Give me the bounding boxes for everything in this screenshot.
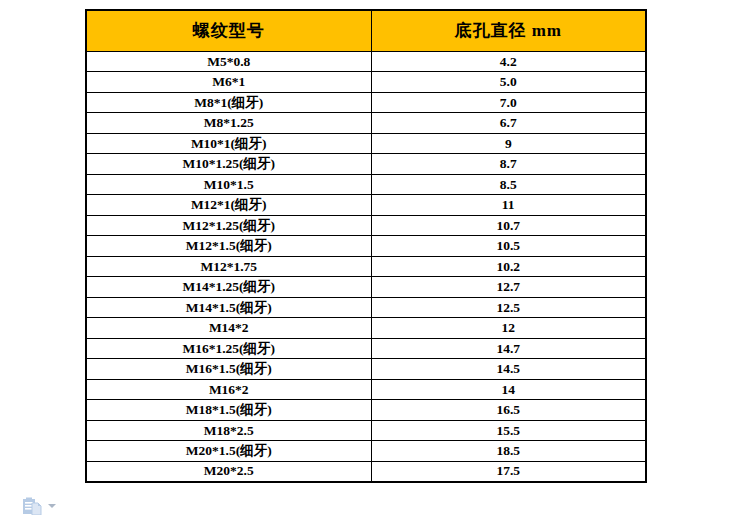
thread-model-cell[interactable]: M20*1.5(细牙) xyxy=(86,441,371,462)
hole-diameter-cell[interactable]: 14.5 xyxy=(371,359,646,380)
table-row: M10*1(细牙)9 xyxy=(86,133,646,154)
table-body: M5*0.84.2M6*15.0M8*1(细牙)7.0M8*1.256.7M10… xyxy=(86,51,646,482)
hole-diameter-cell[interactable]: 10.5 xyxy=(371,236,646,257)
thread-model-cell[interactable]: M14*1.5(细牙) xyxy=(86,297,371,318)
table-row: M14*212 xyxy=(86,318,646,339)
hole-diameter-cell[interactable]: 7.0 xyxy=(371,92,646,113)
thread-model-cell[interactable]: M6*1 xyxy=(86,72,371,93)
table-row: M12*1.5(细牙)10.5 xyxy=(86,236,646,257)
thread-model-cell[interactable]: M8*1.25 xyxy=(86,113,371,134)
table-row: M18*2.515.5 xyxy=(86,420,646,441)
hole-diameter-cell[interactable]: 16.5 xyxy=(371,400,646,421)
hole-diameter-cell[interactable]: 9 xyxy=(371,133,646,154)
hole-diameter-cell[interactable]: 12 xyxy=(371,318,646,339)
thread-model-cell[interactable]: M12*1(细牙) xyxy=(86,195,371,216)
table-row: M12*1.25(细牙)10.7 xyxy=(86,215,646,236)
table-row: M14*1.5(细牙)12.5 xyxy=(86,297,646,318)
table-row: M10*1.58.5 xyxy=(86,174,646,195)
hole-diameter-cell[interactable]: 6.7 xyxy=(371,113,646,134)
table-row: M8*1.256.7 xyxy=(86,113,646,134)
thread-model-cell[interactable]: M18*2.5 xyxy=(86,420,371,441)
hole-diameter-cell[interactable]: 10.7 xyxy=(371,215,646,236)
hole-diameter-cell[interactable]: 12.5 xyxy=(371,297,646,318)
hole-diameter-cell[interactable]: 17.5 xyxy=(371,461,646,482)
document-page: 螺纹型号 底孔直径 mm M5*0.84.2M6*15.0M8*1(细牙)7.0… xyxy=(0,0,750,515)
clipboard-paste-icon xyxy=(22,497,42,515)
hole-diameter-cell[interactable]: 14 xyxy=(371,379,646,400)
thread-model-cell[interactable]: M14*1.25(细牙) xyxy=(86,277,371,298)
table-row: M20*1.5(细牙)18.5 xyxy=(86,441,646,462)
hole-diameter-cell[interactable]: 14.7 xyxy=(371,338,646,359)
thread-model-cell[interactable]: M16*1.25(细牙) xyxy=(86,338,371,359)
table-row: M18*1.5(细牙)16.5 xyxy=(86,400,646,421)
thread-model-cell[interactable]: M16*2 xyxy=(86,379,371,400)
hole-diameter-cell[interactable]: 15.5 xyxy=(371,420,646,441)
thread-model-cell[interactable]: M12*1.25(细牙) xyxy=(86,215,371,236)
table-header-row: 螺纹型号 底孔直径 mm xyxy=(86,10,646,51)
table-row: M16*1.5(细牙)14.5 xyxy=(86,359,646,380)
table-row: M12*1(细牙)11 xyxy=(86,195,646,216)
thread-model-cell[interactable]: M20*2.5 xyxy=(86,461,371,482)
thread-model-cell[interactable]: M10*1.5 xyxy=(86,174,371,195)
table-row: M16*1.25(细牙)14.7 xyxy=(86,338,646,359)
thread-model-cell[interactable]: M18*1.5(细牙) xyxy=(86,400,371,421)
thread-model-cell[interactable]: M8*1(细牙) xyxy=(86,92,371,113)
table-row: M14*1.25(细牙)12.7 xyxy=(86,277,646,298)
hole-diameter-cell[interactable]: 8.7 xyxy=(371,154,646,175)
table-row: M6*15.0 xyxy=(86,72,646,93)
header-hole-diameter[interactable]: 底孔直径 mm xyxy=(371,10,646,51)
thread-model-cell[interactable]: M16*1.5(细牙) xyxy=(86,359,371,380)
table-row: M12*1.7510.2 xyxy=(86,256,646,277)
thread-model-cell[interactable]: M12*1.5(细牙) xyxy=(86,236,371,257)
hole-diameter-cell[interactable]: 5.0 xyxy=(371,72,646,93)
thread-model-cell[interactable]: M10*1(细牙) xyxy=(86,133,371,154)
thread-model-cell[interactable]: M10*1.25(细牙) xyxy=(86,154,371,175)
table-row: M20*2.517.5 xyxy=(86,461,646,482)
hole-diameter-cell[interactable]: 4.2 xyxy=(371,51,646,72)
hole-diameter-cell[interactable]: 12.7 xyxy=(371,277,646,298)
thread-model-cell[interactable]: M14*2 xyxy=(86,318,371,339)
table-row: M10*1.25(细牙)8.7 xyxy=(86,154,646,175)
thread-tap-drill-table: 螺纹型号 底孔直径 mm M5*0.84.2M6*15.0M8*1(细牙)7.0… xyxy=(85,9,647,483)
hole-diameter-cell[interactable]: 10.2 xyxy=(371,256,646,277)
paste-options-button[interactable] xyxy=(22,497,64,515)
thread-model-cell[interactable]: M12*1.75 xyxy=(86,256,371,277)
hole-diameter-cell[interactable]: 8.5 xyxy=(371,174,646,195)
table-row: M16*214 xyxy=(86,379,646,400)
hole-diameter-cell[interactable]: 18.5 xyxy=(371,441,646,462)
header-thread-model[interactable]: 螺纹型号 xyxy=(86,10,371,51)
table-row: M5*0.84.2 xyxy=(86,51,646,72)
table-row: M8*1(细牙)7.0 xyxy=(86,92,646,113)
chevron-down-icon[interactable] xyxy=(48,504,56,508)
hole-diameter-cell[interactable]: 11 xyxy=(371,195,646,216)
thread-model-cell[interactable]: M5*0.8 xyxy=(86,51,371,72)
